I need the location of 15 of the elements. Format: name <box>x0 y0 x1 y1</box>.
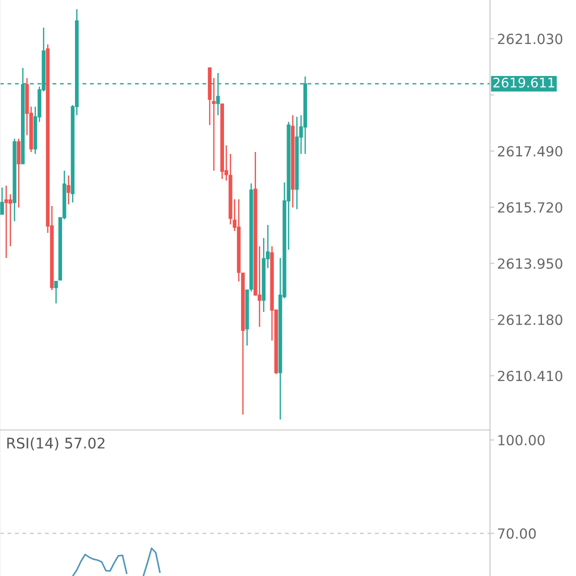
candlestick <box>0 186 4 215</box>
y-tick-label: 2610.410 <box>498 370 562 382</box>
chart-title: RSI(14) 57.02 <box>7 437 104 450</box>
y-tick-label: 2617.490 <box>498 146 562 157</box>
candlestick <box>4 185 8 259</box>
ref-line-label: 2619.611 <box>493 78 554 88</box>
y-tick-label: 2612.180 <box>498 314 562 326</box>
y-tick-label: 2615.720 <box>498 202 562 213</box>
candlestick <box>16 138 21 208</box>
y-tick-label: 2613.950 <box>498 258 562 269</box>
y-tick-label: 100.00 <box>498 434 545 446</box>
candlestick <box>54 280 58 304</box>
y-tick-label: 2621.030 <box>498 34 562 44</box>
y-tick-label: 70.00 <box>498 528 536 539</box>
candlestick <box>66 174 70 205</box>
